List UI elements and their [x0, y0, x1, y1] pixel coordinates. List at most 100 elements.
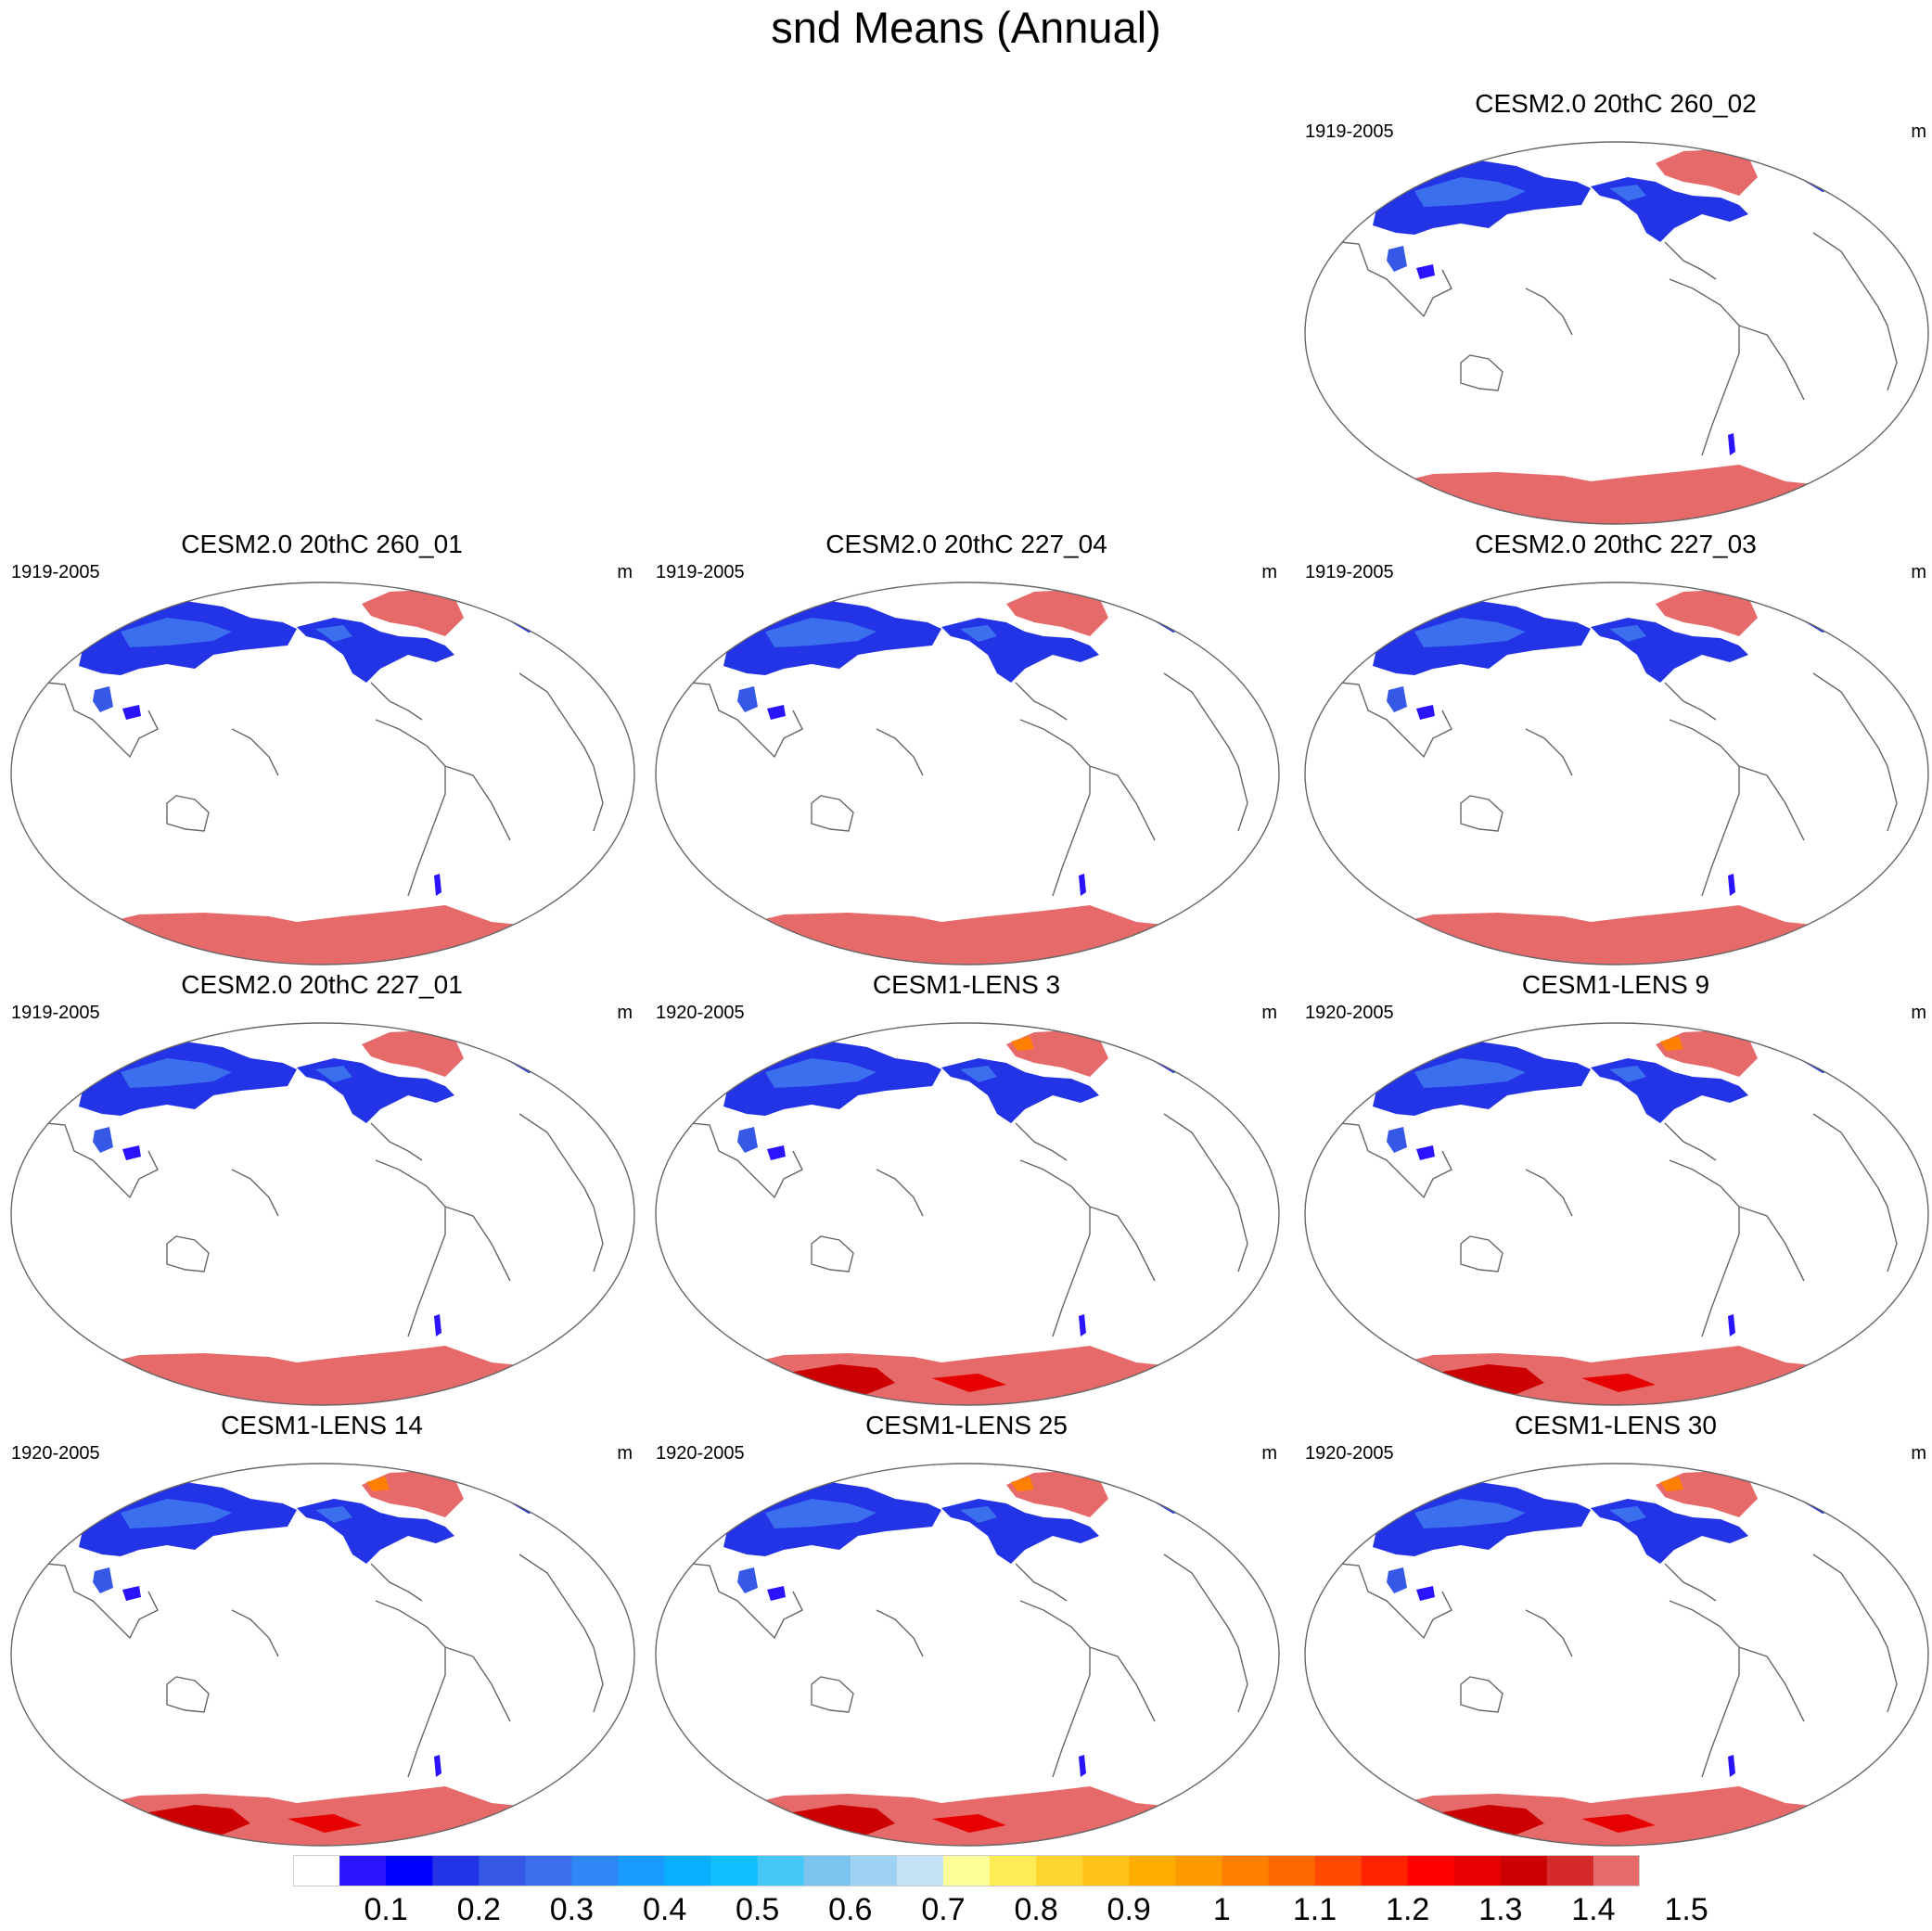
colorbar-swatch	[990, 1855, 1037, 1886]
world-map	[655, 1022, 1280, 1406]
panel-title: CESM2.0 20thC 260_01	[181, 530, 463, 558]
colorbar-label: 0.8	[1014, 1892, 1058, 1927]
scandinavia-snow	[505, 607, 543, 633]
colorbar-swatch	[1082, 1855, 1130, 1886]
panel-title: CESM2.0 20thC 227_03	[1475, 530, 1757, 558]
north-america-snow	[1609, 625, 1646, 642]
panel-period: 1919-2005	[1305, 562, 1394, 582]
colorbar-label: 1	[1212, 1892, 1231, 1927]
world-map	[1304, 1463, 1929, 1847]
north-america-snow	[1609, 1506, 1646, 1523]
eurasia-snow	[765, 618, 876, 647]
tibet-snow	[93, 1127, 113, 1153]
colorbar-swatch	[896, 1855, 944, 1886]
colorbar-label: 1.4	[1571, 1892, 1616, 1927]
colorbar-swatch	[618, 1855, 666, 1886]
figure-title: snd Means (Annual)	[771, 3, 1161, 52]
panel-period: 1919-2005	[11, 1003, 100, 1023]
colorbar-swatch	[1593, 1855, 1640, 1886]
eurasia-snow	[1414, 1058, 1526, 1088]
panel-title: CESM2.0 20thC 260_02	[1475, 89, 1757, 118]
scandinavia-snow	[1150, 607, 1187, 633]
andes-snow	[1728, 433, 1735, 455]
world-map	[1304, 582, 1929, 966]
colorbar-swatch	[1268, 1855, 1316, 1886]
panel-units: m	[617, 1003, 633, 1023]
world-map	[655, 1463, 1280, 1847]
map-panel: CESM2.0 20thC 227_04 1919-2005 m	[646, 529, 1286, 966]
world-map	[10, 1463, 635, 1847]
map-panel: CESM2.0 20thC 260_02 1919-2005 m	[1296, 88, 1932, 525]
colorbar-swatch	[293, 1855, 341, 1886]
colorbar-swatch	[386, 1855, 433, 1886]
andes-snow	[434, 1314, 441, 1336]
tibet-snow	[1416, 1586, 1435, 1601]
panel-units: m	[617, 562, 633, 582]
panel-period: 1919-2005	[1305, 121, 1394, 142]
colorbar-label: 1.2	[1386, 1892, 1430, 1927]
world-map	[10, 1022, 635, 1406]
colorbar-label: 0.3	[549, 1892, 595, 1927]
greenland-snow	[1656, 1030, 1758, 1077]
world-map	[655, 582, 1280, 966]
greenland-snow	[1006, 1030, 1108, 1077]
eurasia-snow	[765, 1499, 876, 1528]
tibet-snow	[1387, 686, 1407, 712]
panel-units: m	[617, 1443, 633, 1464]
colorbar-swatch	[850, 1855, 898, 1886]
andes-snow	[1079, 874, 1086, 896]
tibet-snow	[767, 1586, 786, 1601]
colorbar-swatch	[1453, 1855, 1502, 1886]
map-field	[11, 1471, 604, 1846]
panel-title: CESM1-LENS 3	[872, 970, 1061, 999]
panel-period: 1919-2005	[656, 562, 745, 582]
eurasia-snow	[1414, 618, 1526, 647]
eurasia-snow	[1414, 1499, 1526, 1528]
coastlines	[1305, 1535, 1898, 1778]
eurasia-snow	[765, 1058, 876, 1088]
andes-snow	[1728, 874, 1735, 896]
map-panel: CESM2.0 20thC 227_01 1919-2005 m	[2, 969, 642, 1406]
map-border	[1304, 582, 1929, 966]
tibet-snow	[122, 1586, 141, 1601]
colorbar-frame	[293, 1855, 1640, 1886]
scandinavia-snow	[1799, 1488, 1836, 1514]
arctic-snow	[1011, 1036, 1034, 1051]
greenland-snow	[1656, 149, 1758, 196]
map-field	[1305, 1471, 1898, 1846]
colorbar-swatch	[1175, 1855, 1222, 1886]
scandinavia-snow	[505, 1047, 543, 1073]
panel-units: m	[1261, 1443, 1277, 1464]
greenland-snow	[1656, 1471, 1758, 1517]
map-field	[1305, 590, 1898, 965]
map-border	[10, 1022, 635, 1406]
colorbar-swatch	[1222, 1855, 1269, 1886]
panel-units: m	[1911, 562, 1926, 582]
coastlines	[1305, 213, 1898, 456]
map-border	[10, 1463, 635, 1847]
map-border	[1304, 1022, 1929, 1406]
colorbar-label: 0.5	[736, 1892, 780, 1927]
map-border	[10, 582, 635, 966]
tibet-snow	[93, 686, 113, 712]
map-field	[656, 1471, 1248, 1846]
map-panel: CESM1-LENS 3 1920-2005 m	[646, 969, 1286, 1406]
panel-units: m	[1911, 1003, 1926, 1023]
panel-units: m	[1911, 1443, 1926, 1464]
arctic-snow	[1011, 1477, 1034, 1491]
panel-title: CESM2.0 20thC 227_01	[181, 970, 463, 999]
panel-units: m	[1261, 562, 1277, 582]
colorbar-label: 0.1	[364, 1892, 408, 1927]
coastlines	[11, 1535, 604, 1778]
colorbar-label: 1.1	[1292, 1892, 1337, 1927]
map-border	[1304, 1463, 1929, 1847]
panel-title: CESM1-LENS 25	[865, 1411, 1068, 1439]
greenland-snow	[1656, 590, 1758, 636]
north-america-snow	[315, 625, 352, 642]
colorbar-swatch	[1407, 1855, 1455, 1886]
tibet-snow	[1387, 1567, 1407, 1593]
colorbar-label: 0.4	[642, 1892, 687, 1927]
colorbar-swatch	[339, 1855, 387, 1886]
colorbar-swatch	[1314, 1855, 1363, 1886]
map-field	[1305, 1030, 1898, 1405]
